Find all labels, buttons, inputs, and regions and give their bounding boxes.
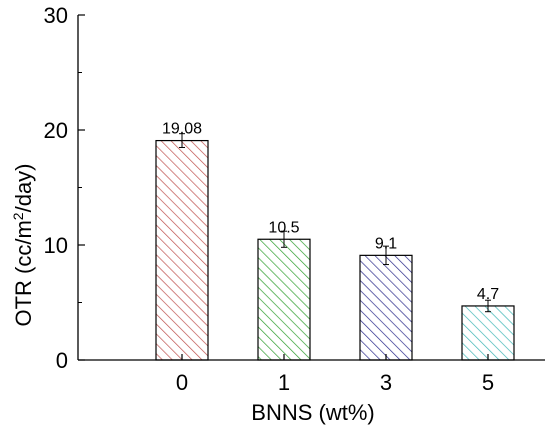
error-bar-0 <box>179 133 185 148</box>
y-axis-label: OTR (cc/m2/day) <box>10 163 36 326</box>
error-bar-5 <box>485 299 491 313</box>
bars-layer <box>155 139 515 361</box>
y-axis-label-main: OTR (cc/m <box>11 220 36 326</box>
y-tick-label: 10 <box>44 233 68 258</box>
y-tick-label: 0 <box>56 348 68 373</box>
error-bar-1 <box>281 230 287 248</box>
bar-0 <box>155 139 209 361</box>
x-ticks: 0 1 3 5 <box>176 354 494 395</box>
x-tick-label: 5 <box>482 370 494 395</box>
bar-5 <box>461 305 515 361</box>
data-label-5: 4.7 <box>477 286 499 303</box>
data-label-0: 19.08 <box>162 121 202 138</box>
error-bar-3 <box>383 245 389 266</box>
bar-1 <box>257 238 311 361</box>
error-bars-layer <box>179 133 491 313</box>
data-label-3: 9.1 <box>375 235 397 252</box>
data-labels-layer: 19.08 10.5 9.1 4.7 <box>162 121 499 303</box>
y-axis-label-superscript: 2 <box>10 212 26 220</box>
x-tick-label: 0 <box>176 370 188 395</box>
data-label-1: 10.5 <box>268 219 299 236</box>
bar-3 <box>359 254 413 361</box>
x-tick-label: 1 <box>278 370 290 395</box>
y-tick-label: 30 <box>44 3 68 28</box>
y-tick-label: 20 <box>44 118 68 143</box>
y-ticks: 0 10 20 30 <box>44 3 85 373</box>
x-tick-label: 3 <box>380 370 392 395</box>
y-axis-label-tail: /day) <box>11 163 36 212</box>
x-axis-label: BNNS (wt%) <box>251 400 374 425</box>
